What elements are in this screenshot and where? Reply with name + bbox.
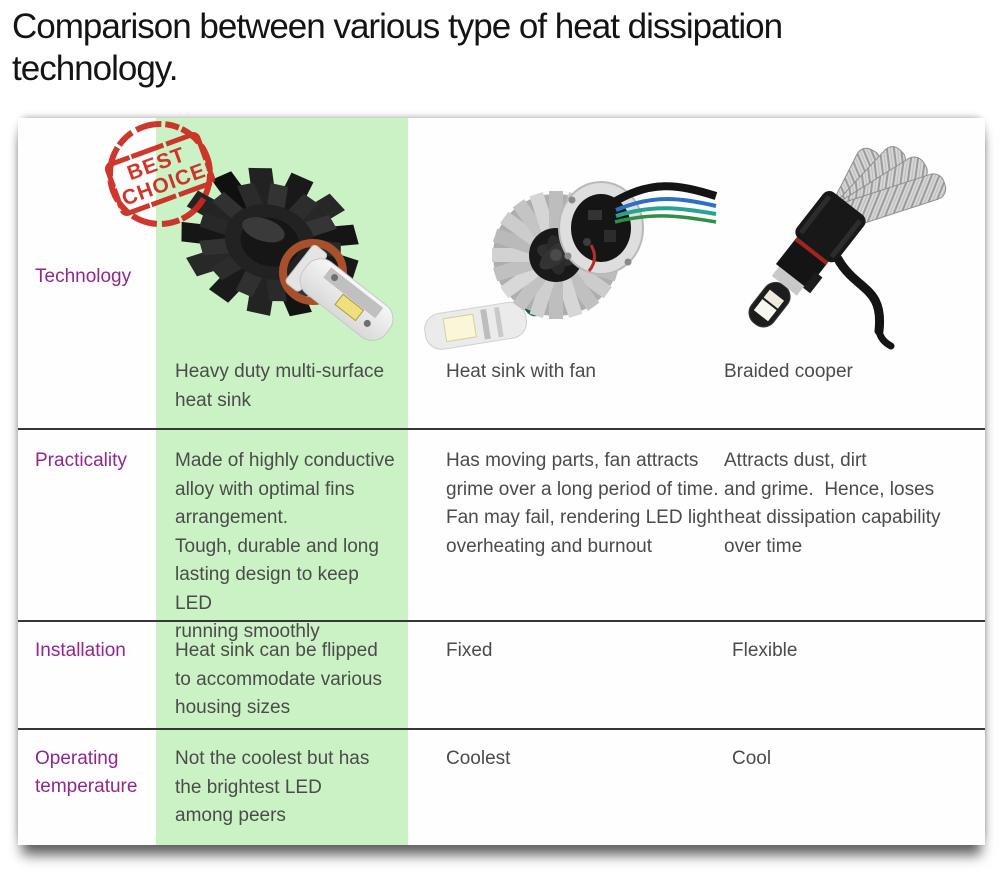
cell-installation-fan: Fixed [446, 640, 493, 661]
cell-temperature-braided: Cool [732, 748, 772, 769]
best-choice-stamp: BEST CHOICE [100, 118, 220, 232]
cell-practicality-best: Made of highly conductive alloy with opt… [175, 450, 395, 642]
comparison-table-card: BEST CHOICE Technology Practicality Inst… [18, 118, 985, 845]
product-image-braided-copper [748, 146, 947, 350]
cell-practicality-fan: Has moving parts, fan attracts grime ove… [446, 450, 723, 557]
product-image-multi-surface-heatsink [181, 167, 394, 342]
row-separator [18, 428, 985, 430]
row-label-technology: Technology [35, 266, 132, 287]
cell-temperature-best: Not the coolest but has the brightest LE… [175, 748, 370, 826]
row-separator [18, 620, 985, 622]
cell-technology-fan: Heat sink with fan [446, 361, 596, 382]
cell-installation-braided: Flexible [732, 640, 798, 661]
cell-temperature-fan: Coolest [446, 748, 511, 769]
product-image-heatsink-with-fan [424, 181, 718, 350]
row-label-practicality: Practicality [35, 450, 127, 471]
row-separator [18, 728, 985, 730]
cell-installation-best: Heat sink can be flipped to accommodate … [175, 640, 382, 718]
row-label-installation: Installation [35, 640, 126, 661]
row-label-operating-temperature: Operating temperature [35, 748, 138, 797]
cell-technology-braided: Braided cooper [724, 361, 853, 382]
cell-technology-best: Heavy duty multi-surface heat sink [175, 361, 385, 411]
page-title: Comparison between various type of heat … [12, 7, 783, 88]
cell-practicality-braided: Attracts dust, dirt and grime. Hence, lo… [724, 450, 941, 557]
